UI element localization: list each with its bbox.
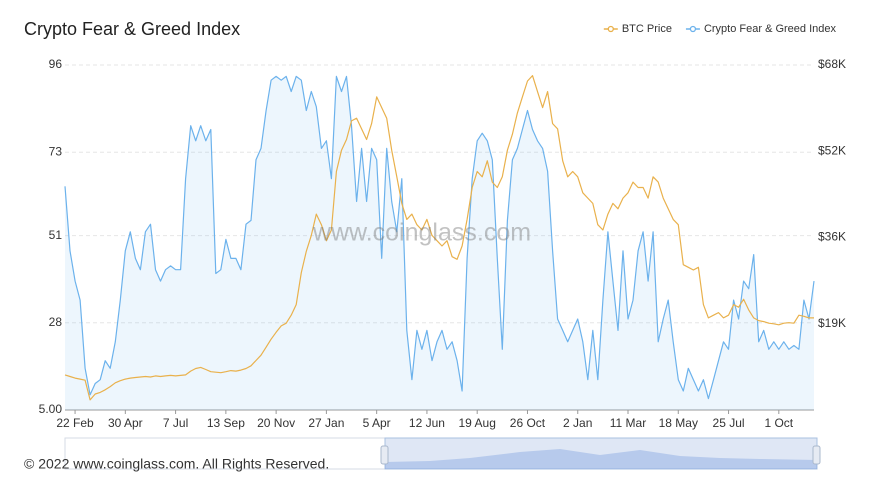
chart-title: Crypto Fear & Greed Index	[24, 19, 240, 39]
zoom-handle[interactable]	[380, 445, 389, 465]
watermark: www.coinglass.com	[312, 219, 531, 247]
y-tick-label: 51	[49, 228, 63, 242]
x-tick-label: 20 Nov	[257, 416, 295, 430]
y2-tick-label: $52K	[818, 143, 846, 157]
x-tick-label: 2 Jan	[563, 416, 592, 430]
x-tick-label: 13 Sep	[207, 416, 245, 430]
zoom-window[interactable]	[384, 437, 818, 470]
y2-tick-label: $68K	[818, 57, 846, 71]
x-tick-label: 19 Aug	[459, 416, 496, 430]
y-tick-label: 73	[49, 144, 63, 158]
legend-marker	[607, 25, 614, 33]
x-tick-label: 1 Oct	[764, 416, 793, 430]
data-zoom[interactable]	[64, 437, 821, 470]
x-tick-label: 12 Jun	[409, 416, 445, 430]
legend-label[interactable]: Crypto Fear & Greed Index	[704, 23, 837, 35]
x-tick-label: 25 Jul	[713, 416, 745, 430]
x-tick-label: 30 Apr	[108, 416, 143, 430]
x-tick-label: 26 Oct	[510, 416, 546, 430]
series-line	[64, 75, 815, 400]
legend-label[interactable]: BTC Price	[622, 23, 672, 35]
series-line	[64, 75, 814, 401]
legend-marker	[689, 25, 697, 33]
zoom-track	[64, 437, 818, 470]
series-area	[65, 76, 814, 411]
y-tick-label: 5.00	[39, 402, 63, 416]
y-tick-label: 96	[49, 57, 63, 71]
y-tick-label: 28	[49, 315, 63, 329]
x-tick-label: 22 Feb	[56, 416, 94, 430]
x-tick-label: 27 Jan	[308, 416, 344, 430]
x-tick-label: 5 Apr	[363, 416, 391, 430]
x-tick-label: 7 Jul	[163, 416, 188, 430]
x-tick-label: 11 Mar	[610, 416, 646, 430]
footer: © 2022 www.coinglass.com. All Rights Res…	[24, 456, 329, 472]
y2-tick-label: $36K	[818, 230, 846, 244]
zoom-handle[interactable]	[812, 445, 821, 465]
x-tick-label: 18 May	[659, 416, 698, 430]
y2-tick-label: $19K	[818, 316, 846, 330]
zoom-preview	[385, 449, 817, 469]
